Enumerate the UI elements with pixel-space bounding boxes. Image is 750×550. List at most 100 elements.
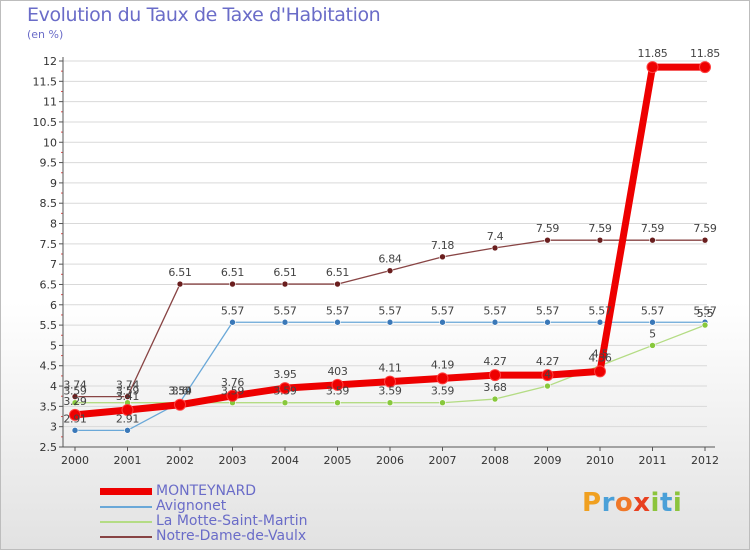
y-tick-label: 7.5 [40,238,58,251]
x-tick-label: 2005 [324,454,352,467]
data-point [544,382,551,390]
data-label: 5.5 [697,307,714,320]
data-point [649,318,656,326]
x-tick-label: 2000 [61,454,89,467]
data-label: 5.57 [588,304,612,317]
legend-swatch [100,505,152,508]
data-point [226,389,239,402]
data-label: 3.95 [273,368,297,381]
chart-unit-label: (en %) [27,28,64,41]
data-label: 6.51 [326,266,349,279]
data-point [596,318,604,326]
data-point [594,365,606,378]
x-tick-label: 2011 [639,454,667,467]
data-point [386,399,394,407]
data-point [334,399,341,407]
x-tick-label: 2010 [586,454,614,467]
data-point [281,399,289,407]
x-tick-label: 2006 [376,454,404,467]
data-label: 5.57 [431,304,455,317]
legend-label: La Motte-Saint-Martin [156,513,308,529]
data-label: 3.59 [221,385,245,398]
legend-item: MONTEYNARD [100,484,308,499]
data-label: 4 [544,368,551,381]
data-label: 3.59 [273,385,297,398]
data-point [436,372,449,385]
data-point [491,318,499,326]
data-label: 5.57 [378,304,402,317]
data-point [649,236,656,244]
data-point [281,318,289,326]
data-label: 4.27 [536,355,560,368]
data-point [649,342,656,349]
x-tick-label: 2003 [219,454,247,467]
data-label: 3.59 [168,385,192,398]
data-label: 6.51 [221,266,244,279]
data-label: 4.36 [588,351,612,364]
legend-item: Avignonet [100,499,308,514]
data-point [701,321,709,329]
legend-label: Avignonet [156,498,227,514]
y-tick-label: 3.5 [40,400,58,413]
data-label: 2.91 [63,412,86,425]
data-label: 5.57 [641,304,665,317]
y-tick-label: 5.5 [40,319,58,332]
y-tick-label: 5 [50,339,57,352]
data-label: 3.54 [168,385,192,398]
y-tick-label: 4 [50,380,57,393]
data-point [334,318,341,326]
data-point [71,427,79,434]
logo-letter: r [601,488,615,518]
y-tick-label: 6.5 [40,278,58,291]
data-point [71,399,79,407]
y-tick-label: 9.5 [40,157,58,170]
data-point [279,382,291,395]
legend-item: Notre-Dame-de-Vaulx [100,529,308,544]
data-label: 3.29 [63,395,87,408]
proxiti-logo: Proxiti [582,488,682,518]
data-label: 6.84 [378,253,402,266]
x-tick-label: 2009 [534,454,562,467]
legend-swatch [100,488,152,495]
logo-letter: P [582,488,602,518]
legend-item: La Motte-Saint-Martin [100,514,308,529]
data-point [331,378,344,391]
data-label: 7.59 [588,222,612,235]
logo-letter: i [672,488,683,518]
x-tick-label: 2002 [166,454,194,467]
data-point [544,318,551,326]
data-label: 7.59 [693,222,717,235]
data-label: 3.74 [63,379,87,392]
data-point [121,404,134,417]
data-label: 2.91 [116,412,139,425]
data-label: 11.85 [690,47,720,60]
data-point [334,280,341,288]
logo-letter: i [650,488,660,518]
data-label: 3.76 [221,376,245,389]
data-label: 6.51 [273,266,296,279]
data-label: 11.85 [638,47,668,60]
x-tick-label: 2012 [691,454,719,467]
data-label: 4.11 [378,362,401,375]
data-label: 7.18 [431,239,455,252]
data-point [229,318,236,326]
data-point [439,318,446,326]
data-point [386,318,394,326]
data-point [69,408,81,421]
data-point [281,280,289,288]
data-point [229,280,236,288]
data-label: 5.57 [273,304,297,317]
data-label: 3.59 [378,385,402,398]
data-label: 3.59 [431,385,455,398]
legend-swatch [100,535,152,538]
data-point [491,395,499,403]
data-label: 3.74 [116,379,140,392]
x-tick-label: 2008 [481,454,509,467]
x-tick-label: 2001 [114,454,142,467]
logo-letter: x [633,488,651,518]
data-label: 7.59 [536,222,560,235]
y-tick-label: 10 [43,136,57,149]
data-label: 5.57 [536,304,560,317]
data-point [596,236,604,244]
